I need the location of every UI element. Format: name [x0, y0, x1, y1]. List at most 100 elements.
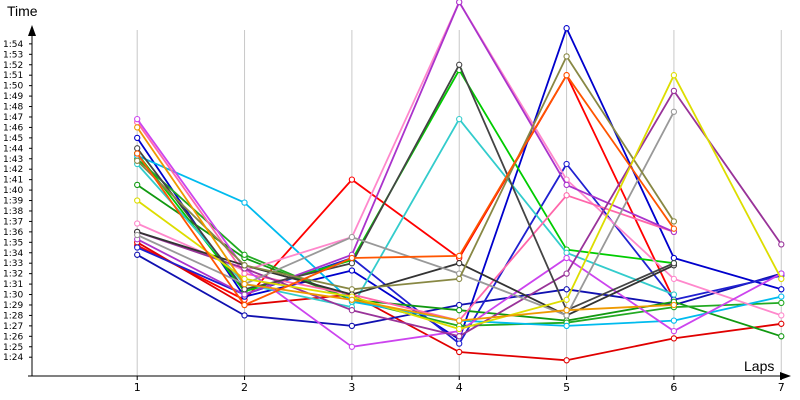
data-point — [134, 197, 141, 204]
series-line-14 — [136, 1, 675, 296]
data-point — [348, 267, 356, 274]
series-group — [134, 0, 785, 364]
data-point — [134, 157, 141, 164]
x-tick-label: 2 — [241, 381, 248, 394]
data-point — [778, 333, 785, 340]
data-point — [241, 270, 248, 277]
data-point — [563, 160, 570, 168]
y-tick-label: 1:49 — [3, 92, 23, 102]
data-point — [778, 299, 785, 307]
data-point — [670, 72, 678, 79]
y-tick-label: 1:30 — [3, 291, 23, 301]
x-axis-arrow — [780, 372, 791, 380]
data-point — [563, 286, 570, 293]
data-point — [348, 260, 356, 267]
y-tick-label: 1:27 — [3, 322, 23, 332]
data-point — [241, 286, 248, 293]
y-tick-label: 1:28 — [3, 311, 23, 321]
data-point — [778, 275, 785, 283]
y-tick-label: 1:29 — [3, 301, 23, 311]
data-point — [563, 270, 570, 277]
series-line-1 — [136, 74, 675, 301]
data-point — [670, 327, 678, 335]
series-line-19 — [136, 55, 675, 291]
data-point — [563, 181, 570, 189]
x-tick-label: 6 — [670, 381, 677, 394]
data-point — [456, 61, 463, 68]
data-point — [563, 312, 570, 319]
data-point — [670, 301, 678, 309]
data-point — [456, 307, 463, 314]
y-axis-arrow — [28, 25, 36, 36]
data-point — [241, 280, 248, 288]
data-point — [348, 322, 356, 330]
data-point — [241, 312, 248, 319]
data-point — [670, 291, 678, 298]
data-point — [778, 293, 785, 300]
data-point — [456, 333, 463, 340]
data-point — [348, 254, 356, 262]
y-tick-label: 1:32 — [3, 270, 23, 280]
data-point — [670, 87, 678, 95]
data-point — [348, 296, 356, 303]
data-point — [456, 340, 463, 347]
y-tick-label: 1:40 — [3, 186, 23, 196]
y-tick-label: 1:54 — [3, 40, 23, 50]
y-tick-label: 1:34 — [3, 249, 23, 259]
data-point — [456, 301, 463, 309]
data-point — [563, 307, 570, 314]
y-tick-label: 1:24 — [3, 353, 23, 363]
data-point — [241, 291, 248, 298]
data-point — [563, 72, 570, 79]
data-point — [134, 115, 141, 123]
data-point — [456, 260, 463, 267]
data-point — [670, 218, 678, 225]
axes: Time Laps — [7, 3, 791, 380]
y-tick-label: 1:41 — [3, 176, 23, 186]
series-line-22 — [136, 74, 675, 306]
data-point — [456, 115, 463, 123]
y-tick-label: 1:37 — [3, 217, 23, 227]
data-point — [456, 317, 463, 324]
data-point — [563, 357, 570, 364]
y-tick-label: 1:44 — [3, 144, 23, 154]
data-point — [563, 254, 570, 262]
data-point — [348, 176, 356, 183]
data-point — [670, 108, 678, 115]
data-point — [670, 317, 678, 324]
series-line-18 — [136, 111, 675, 317]
data-point — [563, 192, 570, 199]
data-point — [348, 307, 356, 314]
y-tick-label: 1:43 — [3, 155, 23, 165]
data-point — [563, 53, 570, 60]
x-tick-label: 1 — [134, 381, 141, 394]
data-point — [134, 124, 141, 131]
x-tick-label: 7 — [778, 381, 785, 394]
data-point — [778, 320, 785, 327]
data-point — [778, 312, 785, 319]
data-point — [563, 322, 570, 330]
data-point — [348, 233, 356, 241]
series-line-17 — [136, 63, 675, 312]
data-point — [241, 301, 248, 309]
data-point — [563, 296, 570, 303]
y-tick-label: 1:26 — [3, 332, 23, 342]
data-point — [670, 225, 678, 232]
y-tick-label: 1:48 — [3, 103, 23, 113]
y-tick-label: 1:36 — [3, 228, 23, 238]
data-point — [456, 252, 463, 260]
data-point — [134, 134, 141, 142]
data-point — [563, 249, 570, 256]
data-point — [134, 231, 141, 239]
y-tick-label: 1:33 — [3, 259, 23, 269]
x-tick-labels: 1 2 3 4 5 6 7 — [134, 376, 785, 394]
x-tick-label: 3 — [348, 381, 355, 394]
data-point — [456, 325, 463, 333]
data-point — [778, 241, 785, 248]
y-tick-label: 1:35 — [3, 238, 23, 248]
y-axis-title: Time — [7, 3, 38, 19]
y-tick-label: 1:47 — [3, 113, 23, 123]
y-tick-label: 1:52 — [3, 61, 23, 71]
y-tick-label: 1:46 — [3, 123, 23, 133]
